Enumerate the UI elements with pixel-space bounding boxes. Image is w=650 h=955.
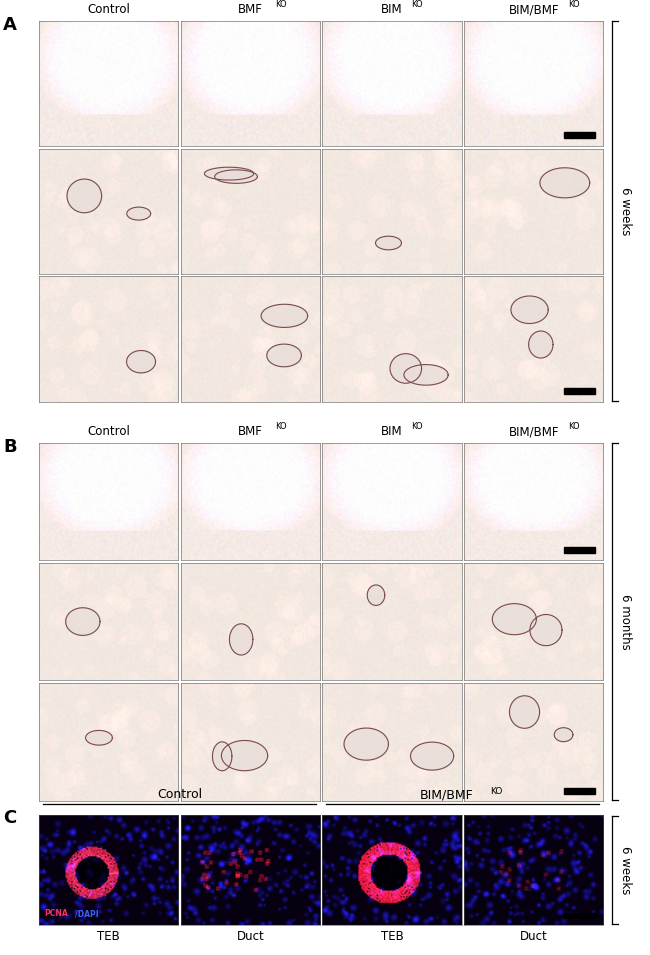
Text: PCNA: PCNA — [45, 909, 68, 919]
Text: Control: Control — [157, 788, 202, 801]
Text: A: A — [3, 16, 17, 34]
Polygon shape — [213, 742, 232, 771]
Polygon shape — [266, 344, 302, 367]
Text: KO: KO — [411, 422, 423, 431]
Polygon shape — [390, 353, 422, 383]
Text: C: C — [3, 809, 16, 827]
Polygon shape — [86, 731, 112, 745]
Polygon shape — [554, 728, 573, 742]
Polygon shape — [261, 305, 307, 328]
Polygon shape — [344, 728, 389, 760]
Text: KO: KO — [411, 0, 423, 9]
Text: Control: Control — [87, 3, 130, 16]
Polygon shape — [229, 624, 253, 655]
Text: 6 weeks: 6 weeks — [619, 187, 632, 235]
Text: KO: KO — [275, 0, 287, 9]
Polygon shape — [66, 607, 100, 635]
Text: BIM/BMF: BIM/BMF — [508, 425, 559, 438]
Text: TEB: TEB — [98, 930, 120, 944]
Text: BIM: BIM — [381, 425, 403, 438]
Text: BIM/BMF: BIM/BMF — [420, 788, 473, 801]
Bar — [564, 913, 595, 919]
Polygon shape — [404, 365, 448, 385]
Text: KO: KO — [568, 422, 580, 431]
Polygon shape — [214, 170, 257, 183]
Polygon shape — [511, 296, 548, 324]
Polygon shape — [367, 585, 385, 605]
Text: KO: KO — [490, 787, 502, 796]
Polygon shape — [510, 696, 540, 729]
Text: Duct: Duct — [520, 930, 547, 944]
Text: B: B — [3, 438, 17, 456]
Polygon shape — [67, 180, 101, 213]
Text: 6 weeks: 6 weeks — [619, 846, 632, 894]
Polygon shape — [411, 742, 454, 770]
Text: TEB: TEB — [381, 930, 403, 944]
Text: BMF: BMF — [238, 425, 263, 438]
Polygon shape — [222, 740, 268, 771]
Polygon shape — [528, 331, 553, 358]
Polygon shape — [127, 350, 155, 372]
Polygon shape — [376, 236, 402, 250]
Bar — [564, 132, 595, 138]
Text: BIM: BIM — [381, 3, 403, 16]
Text: BIM/BMF: BIM/BMF — [508, 3, 559, 16]
Text: BMF: BMF — [238, 3, 263, 16]
Bar — [564, 388, 595, 394]
Text: Duct: Duct — [237, 930, 264, 944]
Polygon shape — [205, 167, 254, 180]
Text: KO: KO — [568, 0, 580, 9]
Text: /DAPI: /DAPI — [75, 909, 99, 919]
Polygon shape — [127, 207, 151, 220]
Polygon shape — [492, 604, 536, 635]
Text: 6 months: 6 months — [619, 594, 632, 649]
Text: Control: Control — [87, 425, 130, 438]
Text: KO: KO — [275, 422, 287, 431]
Bar — [564, 547, 595, 553]
Polygon shape — [530, 614, 562, 646]
Bar — [564, 788, 595, 794]
Polygon shape — [540, 168, 590, 198]
